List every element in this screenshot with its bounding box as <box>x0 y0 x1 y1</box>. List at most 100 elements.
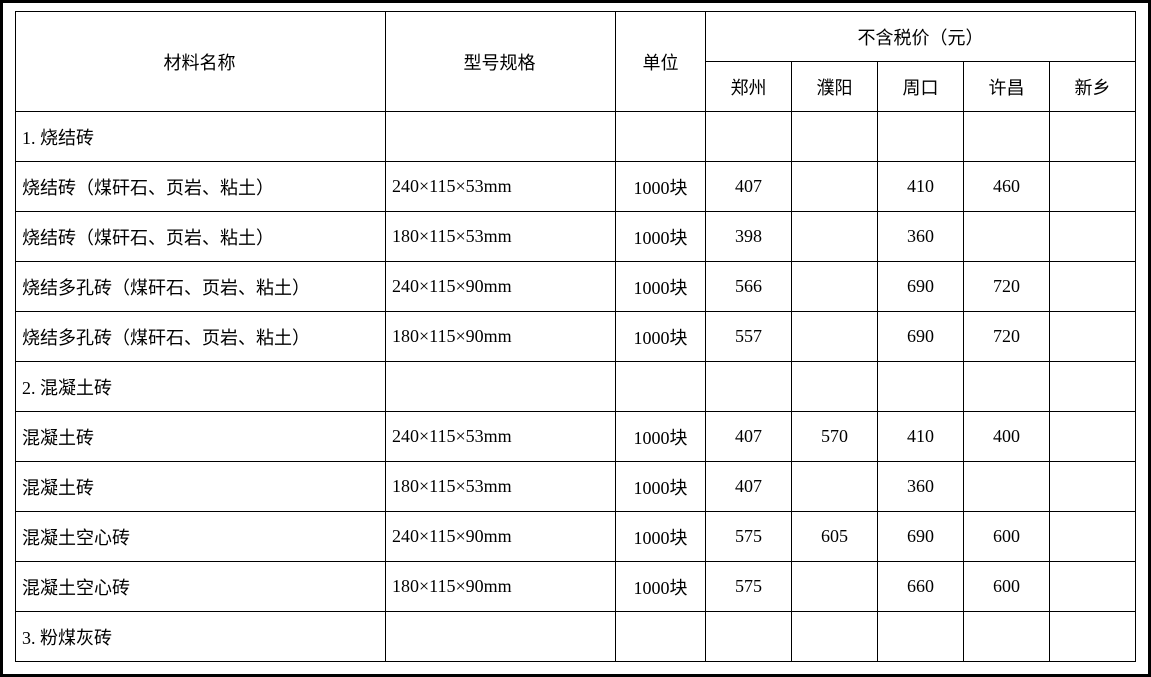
cell-unit: 1000块 <box>616 262 706 312</box>
cell-spec: 240×115×53mm <box>386 412 616 462</box>
cell-name: 混凝土砖 <box>16 412 386 462</box>
cell-xinxiang <box>1050 312 1136 362</box>
section-1-unit-empty <box>616 112 706 162</box>
cell-puyang: 570 <box>792 412 878 462</box>
header-material-name: 材料名称 <box>16 12 386 112</box>
cell-spec: 180×115×90mm <box>386 562 616 612</box>
cell-spec: 180×115×53mm <box>386 462 616 512</box>
header-city-puyang: 濮阳 <box>792 62 878 112</box>
section-1-c5-empty <box>1050 112 1136 162</box>
cell-name: 混凝土空心砖 <box>16 512 386 562</box>
section-2-c2-empty <box>792 362 878 412</box>
cell-name: 混凝土砖 <box>16 462 386 512</box>
table-row: 烧结多孔砖（煤矸石、页岩、粘土） 240×115×90mm 1000块 566 … <box>16 262 1136 312</box>
cell-spec: 240×115×90mm <box>386 262 616 312</box>
cell-name: 烧结多孔砖（煤矸石、页岩、粘土） <box>16 262 386 312</box>
section-row-3: 3. 粉煤灰砖 <box>16 612 1136 662</box>
cell-zhoukou: 660 <box>878 562 964 612</box>
cell-unit: 1000块 <box>616 212 706 262</box>
materials-price-table: 材料名称 型号规格 单位 不含税价（元） 郑州 濮阳 周口 许昌 新乡 1. 烧… <box>15 11 1136 662</box>
section-2-c5-empty <box>1050 362 1136 412</box>
section-label-1: 1. 烧结砖 <box>16 112 386 162</box>
section-2-unit-empty <box>616 362 706 412</box>
cell-zhoukou: 690 <box>878 312 964 362</box>
section-1-c2-empty <box>792 112 878 162</box>
section-3-spec-empty <box>386 612 616 662</box>
cell-unit: 1000块 <box>616 162 706 212</box>
cell-puyang <box>792 462 878 512</box>
cell-zhengzhou: 407 <box>706 412 792 462</box>
cell-zhoukou: 690 <box>878 512 964 562</box>
section-2-c4-empty <box>964 362 1050 412</box>
cell-name: 烧结多孔砖（煤矸石、页岩、粘土） <box>16 312 386 362</box>
outer-frame: 材料名称 型号规格 单位 不含税价（元） 郑州 濮阳 周口 许昌 新乡 1. 烧… <box>0 0 1151 677</box>
table-row: 混凝土砖 240×115×53mm 1000块 407 570 410 400 <box>16 412 1136 462</box>
cell-xinxiang <box>1050 212 1136 262</box>
section-label-3: 3. 粉煤灰砖 <box>16 612 386 662</box>
cell-puyang <box>792 212 878 262</box>
header-city-xuchang: 许昌 <box>964 62 1050 112</box>
cell-xuchang: 400 <box>964 412 1050 462</box>
cell-xinxiang <box>1050 462 1136 512</box>
cell-xinxiang <box>1050 162 1136 212</box>
table-row: 混凝土空心砖 240×115×90mm 1000块 575 605 690 60… <box>16 512 1136 562</box>
cell-puyang: 605 <box>792 512 878 562</box>
table-row: 烧结多孔砖（煤矸石、页岩、粘土） 180×115×90mm 1000块 557 … <box>16 312 1136 362</box>
section-3-unit-empty <box>616 612 706 662</box>
cell-unit: 1000块 <box>616 312 706 362</box>
cell-zhengzhou: 407 <box>706 162 792 212</box>
section-1-c3-empty <box>878 112 964 162</box>
cell-zhengzhou: 575 <box>706 562 792 612</box>
cell-spec: 240×115×53mm <box>386 162 616 212</box>
section-1-spec-empty <box>386 112 616 162</box>
header-row-1: 材料名称 型号规格 单位 不含税价（元） <box>16 12 1136 62</box>
table-row: 混凝土砖 180×115×53mm 1000块 407 360 <box>16 462 1136 512</box>
cell-xuchang <box>964 212 1050 262</box>
section-3-c4-empty <box>964 612 1050 662</box>
cell-zhengzhou: 407 <box>706 462 792 512</box>
header-unit: 单位 <box>616 12 706 112</box>
cell-unit: 1000块 <box>616 512 706 562</box>
cell-xuchang: 460 <box>964 162 1050 212</box>
section-3-c3-empty <box>878 612 964 662</box>
cell-xuchang <box>964 462 1050 512</box>
cell-spec: 180×115×53mm <box>386 212 616 262</box>
header-price-group: 不含税价（元） <box>706 12 1136 62</box>
cell-zhengzhou: 557 <box>706 312 792 362</box>
section-1-c1-empty <box>706 112 792 162</box>
cell-xinxiang <box>1050 512 1136 562</box>
cell-spec: 240×115×90mm <box>386 512 616 562</box>
cell-spec: 180×115×90mm <box>386 312 616 362</box>
cell-name: 烧结砖（煤矸石、页岩、粘土） <box>16 162 386 212</box>
cell-zhengzhou: 398 <box>706 212 792 262</box>
section-2-c3-empty <box>878 362 964 412</box>
cell-xuchang: 600 <box>964 562 1050 612</box>
section-row-2: 2. 混凝土砖 <box>16 362 1136 412</box>
cell-puyang <box>792 562 878 612</box>
cell-xinxiang <box>1050 412 1136 462</box>
section-2-c1-empty <box>706 362 792 412</box>
cell-xuchang: 720 <box>964 312 1050 362</box>
cell-name: 烧结砖（煤矸石、页岩、粘土） <box>16 212 386 262</box>
cell-zhengzhou: 575 <box>706 512 792 562</box>
section-label-2: 2. 混凝土砖 <box>16 362 386 412</box>
cell-puyang <box>792 262 878 312</box>
cell-unit: 1000块 <box>616 562 706 612</box>
cell-zhoukou: 690 <box>878 262 964 312</box>
section-3-c1-empty <box>706 612 792 662</box>
cell-zhoukou: 360 <box>878 212 964 262</box>
table-row: 烧结砖（煤矸石、页岩、粘土） 240×115×53mm 1000块 407 41… <box>16 162 1136 212</box>
cell-unit: 1000块 <box>616 412 706 462</box>
cell-xinxiang <box>1050 562 1136 612</box>
cell-zhengzhou: 566 <box>706 262 792 312</box>
table-row: 烧结砖（煤矸石、页岩、粘土） 180×115×53mm 1000块 398 36… <box>16 212 1136 262</box>
cell-xinxiang <box>1050 262 1136 312</box>
table-row: 混凝土空心砖 180×115×90mm 1000块 575 660 600 <box>16 562 1136 612</box>
section-row-1: 1. 烧结砖 <box>16 112 1136 162</box>
header-city-zhengzhou: 郑州 <box>706 62 792 112</box>
cell-name: 混凝土空心砖 <box>16 562 386 612</box>
cell-zhoukou: 360 <box>878 462 964 512</box>
cell-unit: 1000块 <box>616 462 706 512</box>
header-city-zhoukou: 周口 <box>878 62 964 112</box>
cell-xuchang: 600 <box>964 512 1050 562</box>
